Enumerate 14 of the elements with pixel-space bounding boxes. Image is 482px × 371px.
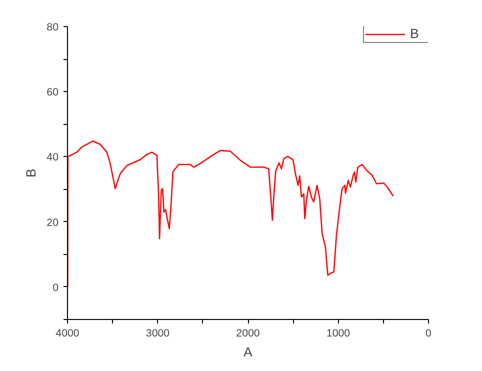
y-tick-label: 80 <box>46 22 59 34</box>
legend-label: B <box>410 26 420 41</box>
x-tick-label: 2000 <box>236 328 260 340</box>
line-series <box>68 140 394 288</box>
y-axis-title: B <box>24 168 39 178</box>
y-tick-label: 40 <box>46 152 59 164</box>
x-tick-label: 4000 <box>56 328 80 340</box>
x-tick-label: 1000 <box>326 328 350 340</box>
x-tick-label: 0 <box>426 328 432 340</box>
y-tick-label: 20 <box>46 216 59 229</box>
x-tick-label: 3000 <box>146 328 170 340</box>
x-axis-title: A <box>244 344 253 360</box>
y-tick-label: 60 <box>46 86 59 99</box>
y-tick-label: 0 <box>52 282 59 294</box>
